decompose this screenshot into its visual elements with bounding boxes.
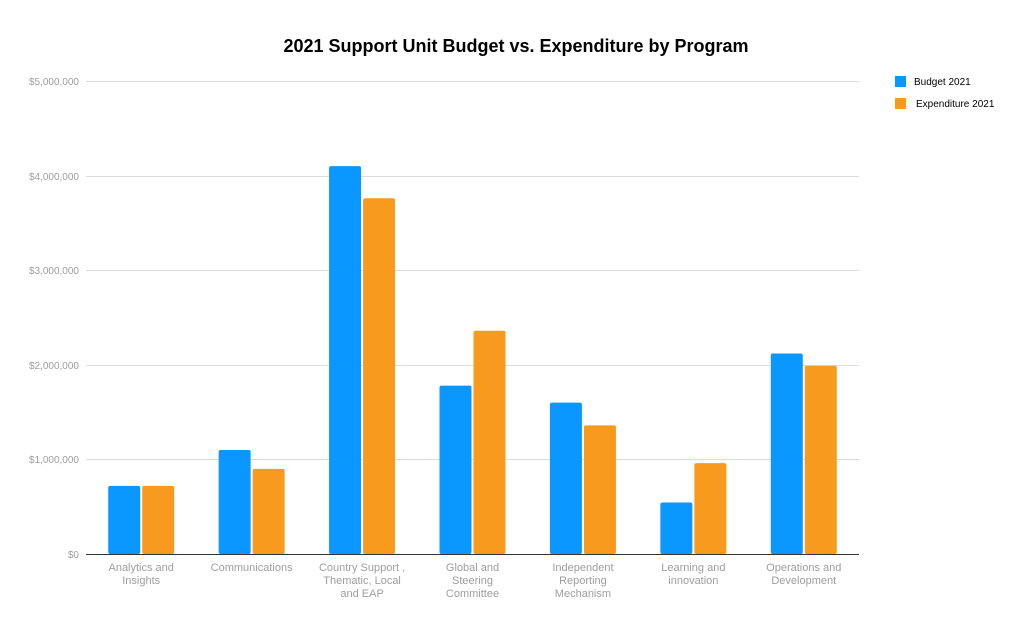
legend: Budget 2021 Expenditure 2021 — [895, 76, 995, 110]
chart-title: 2021 Support Unit Budget vs. Expenditure… — [283, 36, 748, 56]
legend-label: Budget 2021 — [914, 77, 971, 88]
gridlines — [86, 81, 859, 460]
y-tick-label: $0 — [68, 550, 80, 561]
bars — [108, 166, 837, 554]
bar-budget-2021 — [329, 166, 362, 554]
y-tick-label: $1,000,000 — [29, 455, 79, 466]
x-tick-label: Communications — [211, 562, 293, 574]
x-axis-ticks: Analytics and Insights Communications Count… — [108, 562, 841, 600]
bar-budget-2021 — [439, 385, 472, 554]
x-tick-label: Learning and innovation — [661, 562, 725, 587]
x-tick-label: Country Support , Thematic, Local and EAP — [319, 562, 405, 600]
x-tick-label: Analytics and Insights — [108, 562, 173, 587]
bar-expenditure-2021 — [252, 468, 285, 554]
y-tick-label: $4,000,000 — [29, 172, 79, 183]
legend-swatch — [895, 76, 906, 87]
bar-expenditure-2021 — [142, 485, 175, 554]
bar-expenditure-2021 — [583, 425, 616, 554]
x-tick-label: Global and Steering Committee — [446, 562, 499, 600]
bar-expenditure-2021 — [694, 463, 727, 554]
y-tick-label: $5,000,000 — [29, 77, 79, 88]
y-tick-label: $3,000,000 — [29, 266, 79, 277]
y-axis-ticks: $0 $1,000,000 $2,000,000 $3,000,000 $4,000,0… — [29, 77, 79, 561]
bar-budget-2021 — [549, 402, 582, 554]
bar-expenditure-2021 — [473, 330, 506, 554]
bar-budget-2021 — [218, 449, 251, 554]
bar-budget-2021 — [108, 485, 141, 554]
bar-expenditure-2021 — [804, 365, 837, 554]
bar-budget-2021 — [770, 353, 803, 554]
bar-budget-2021 — [660, 502, 693, 554]
x-tick-label: Independent Reporting Mechanism — [552, 562, 613, 600]
x-tick-label: Operations and Development — [766, 562, 841, 587]
legend-label: Expenditure 2021 — [916, 99, 995, 110]
legend-swatch — [895, 98, 906, 109]
bar-expenditure-2021 — [363, 198, 396, 554]
y-tick-label: $2,000,000 — [29, 361, 79, 372]
